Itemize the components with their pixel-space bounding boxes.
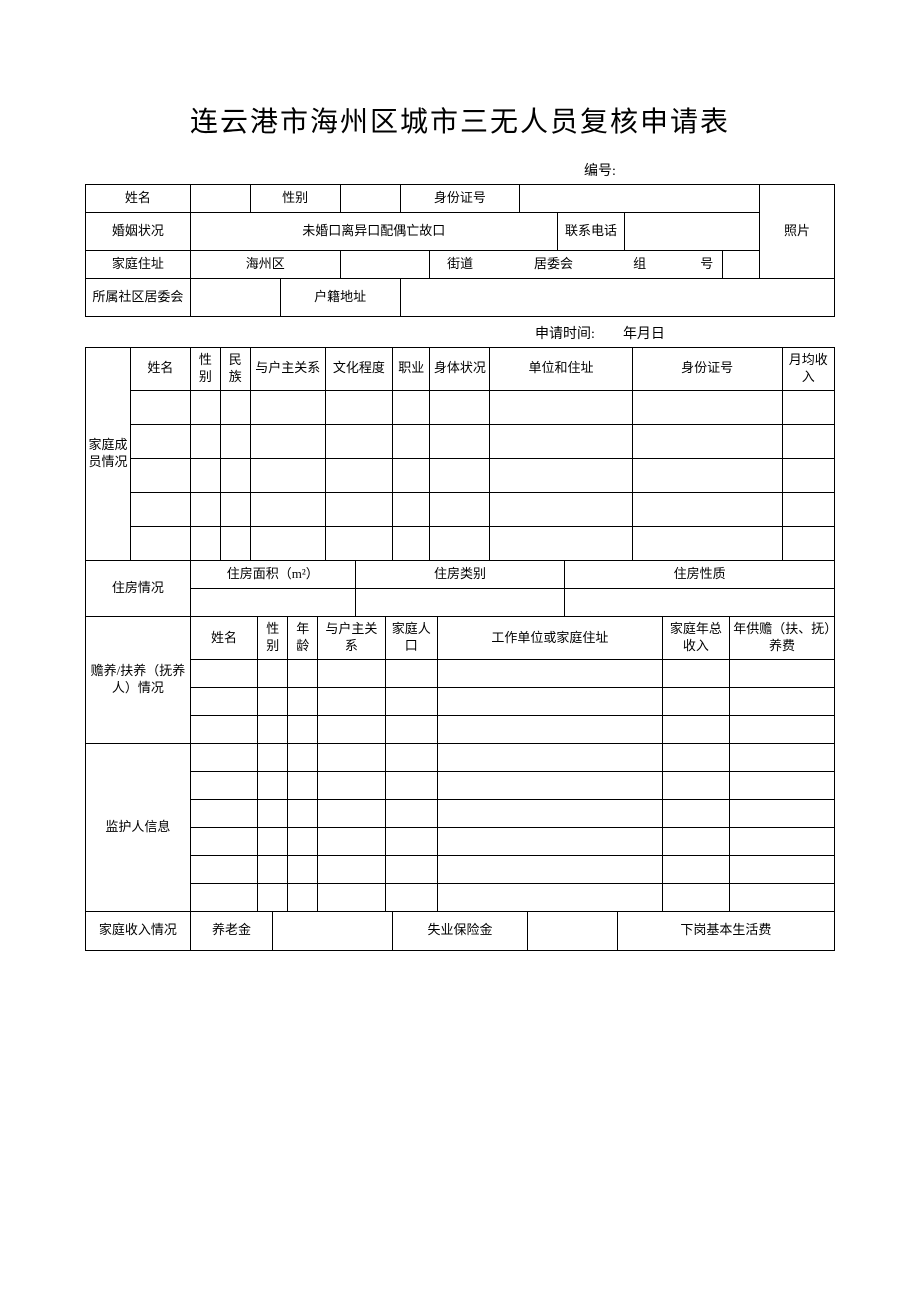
address-committee-fill[interactable] [490, 251, 520, 279]
fm-ethnicity-label: 民族 [220, 348, 250, 391]
income-unemployment-value[interactable] [527, 912, 617, 950]
fm-gender-label: 性别 [190, 348, 220, 391]
address-number-fill[interactable] [655, 251, 692, 279]
housing-type-label: 住房类别 [355, 561, 565, 589]
housing-area-label: 住房面积（m²） [190, 561, 355, 589]
app-time-label: 申请时间: [535, 327, 595, 342]
housing-type-value[interactable] [355, 589, 565, 617]
address-label: 家庭住址 [86, 251, 191, 279]
housing-table: 住房情况 住房面积（m²） 住房类别 住房性质 [85, 561, 835, 618]
gender-value[interactable] [340, 185, 400, 213]
support-guardian-table: 赡养/扶养（抚养人）情况 姓名 性别 年龄 与户主关系 家庭人口 工作单位或家庭… [85, 617, 835, 912]
phone-value[interactable] [625, 213, 760, 251]
housing-area-value[interactable] [190, 589, 355, 617]
sp-fee-label: 年供赡（扶、抚）养费 [730, 617, 835, 659]
fm-unit-label: 单位和住址 [490, 348, 632, 391]
sp-age-label: 年龄 [288, 617, 318, 659]
housing-section-label: 住房情况 [86, 561, 191, 617]
app-time-value: 年月日 [623, 327, 665, 342]
fm-income-label: 月均收入 [782, 348, 834, 391]
income-unemployment-label: 失业保险金 [393, 912, 528, 950]
guardian-section-label: 监护人信息 [86, 744, 191, 912]
id-value[interactable] [520, 185, 760, 213]
fm-id-label: 身份证号 [632, 348, 782, 391]
income-table: 家庭收入情况 养老金 失业保险金 下岗基本生活费 [85, 912, 835, 951]
marital-value[interactable]: 未婚口离异口配偶亡故口 [190, 213, 557, 251]
fm-education-label: 文化程度 [325, 348, 392, 391]
address-committee-label: 居委会 [520, 251, 587, 279]
registered-value[interactable] [400, 279, 834, 317]
gd-row-5 [86, 856, 835, 884]
community-label: 所属社区居委会 [86, 279, 191, 317]
sp-row-3 [86, 716, 835, 744]
basic-info-table: 姓名 性别 身份证号 照片 婚姻状况 未婚口离异口配偶亡故口 联系电话 家庭住址… [85, 184, 835, 317]
form-title: 连云港市海州区城市三无人员复核申请表 [85, 100, 835, 140]
gender-label: 性别 [250, 185, 340, 213]
sp-relation-label: 与户主关系 [318, 617, 385, 659]
support-section-label: 赡养/扶养（抚养人）情况 [86, 617, 191, 743]
fm-row-4 [86, 492, 835, 526]
serial-row: 编号: [85, 160, 835, 180]
address-group-fill[interactable] [587, 251, 624, 279]
address-number-label: 号 [692, 251, 722, 279]
sp-income-label: 家庭年总收入 [662, 617, 729, 659]
sp-row-1 [86, 660, 835, 688]
sp-gender-label: 性别 [258, 617, 288, 659]
family-section-label: 家庭成员情况 [86, 348, 131, 561]
housing-nature-value[interactable] [565, 589, 835, 617]
app-time-row: 申请时间: 年月日 [85, 317, 835, 347]
sp-work-label: 工作单位或家庭住址 [438, 617, 663, 659]
family-members-table: 家庭成员情况 姓名 性别 民族 与户主关系 文化程度 职业 身体状况 单位和住址… [85, 347, 835, 561]
sp-pop-label: 家庭人口 [385, 617, 437, 659]
community-value[interactable] [190, 279, 280, 317]
income-pension-label: 养老金 [190, 912, 272, 950]
phone-label: 联系电话 [557, 213, 624, 251]
income-layoff-label: 下岗基本生活费 [617, 912, 834, 950]
sp-row-2 [86, 688, 835, 716]
housing-nature-label: 住房性质 [565, 561, 835, 589]
fm-row-1 [86, 390, 835, 424]
gd-row-2 [86, 772, 835, 800]
fm-relation-label: 与户主关系 [250, 348, 325, 391]
fm-occupation-label: 职业 [393, 348, 430, 391]
address-street-label: 街道 [430, 251, 490, 279]
id-label: 身份证号 [400, 185, 520, 213]
registered-label: 户籍地址 [280, 279, 400, 317]
gd-row-3 [86, 800, 835, 828]
income-section-label: 家庭收入情况 [86, 912, 191, 950]
address-group-label: 组 [625, 251, 655, 279]
fm-row-5 [86, 526, 835, 560]
fm-row-2 [86, 424, 835, 458]
name-value[interactable] [190, 185, 250, 213]
photo-label: 照片 [759, 185, 834, 279]
marital-label: 婚姻状况 [86, 213, 191, 251]
sp-name-label: 姓名 [190, 617, 257, 659]
fm-row-3 [86, 458, 835, 492]
income-pension-value[interactable] [273, 912, 393, 950]
name-label: 姓名 [86, 185, 191, 213]
address-tail[interactable] [722, 251, 759, 279]
gd-row-6 [86, 884, 835, 912]
fm-health-label: 身体状况 [430, 348, 490, 391]
gd-row-4 [86, 828, 835, 856]
address-district: 海州区 [190, 251, 340, 279]
serial-label: 编号: [584, 164, 616, 179]
form-page: 连云港市海州区城市三无人员复核申请表 编号: 姓名 性别 身份证号 照片 婚姻状… [0, 0, 920, 991]
address-street-fill[interactable] [340, 251, 430, 279]
fm-name-label: 姓名 [130, 348, 190, 391]
